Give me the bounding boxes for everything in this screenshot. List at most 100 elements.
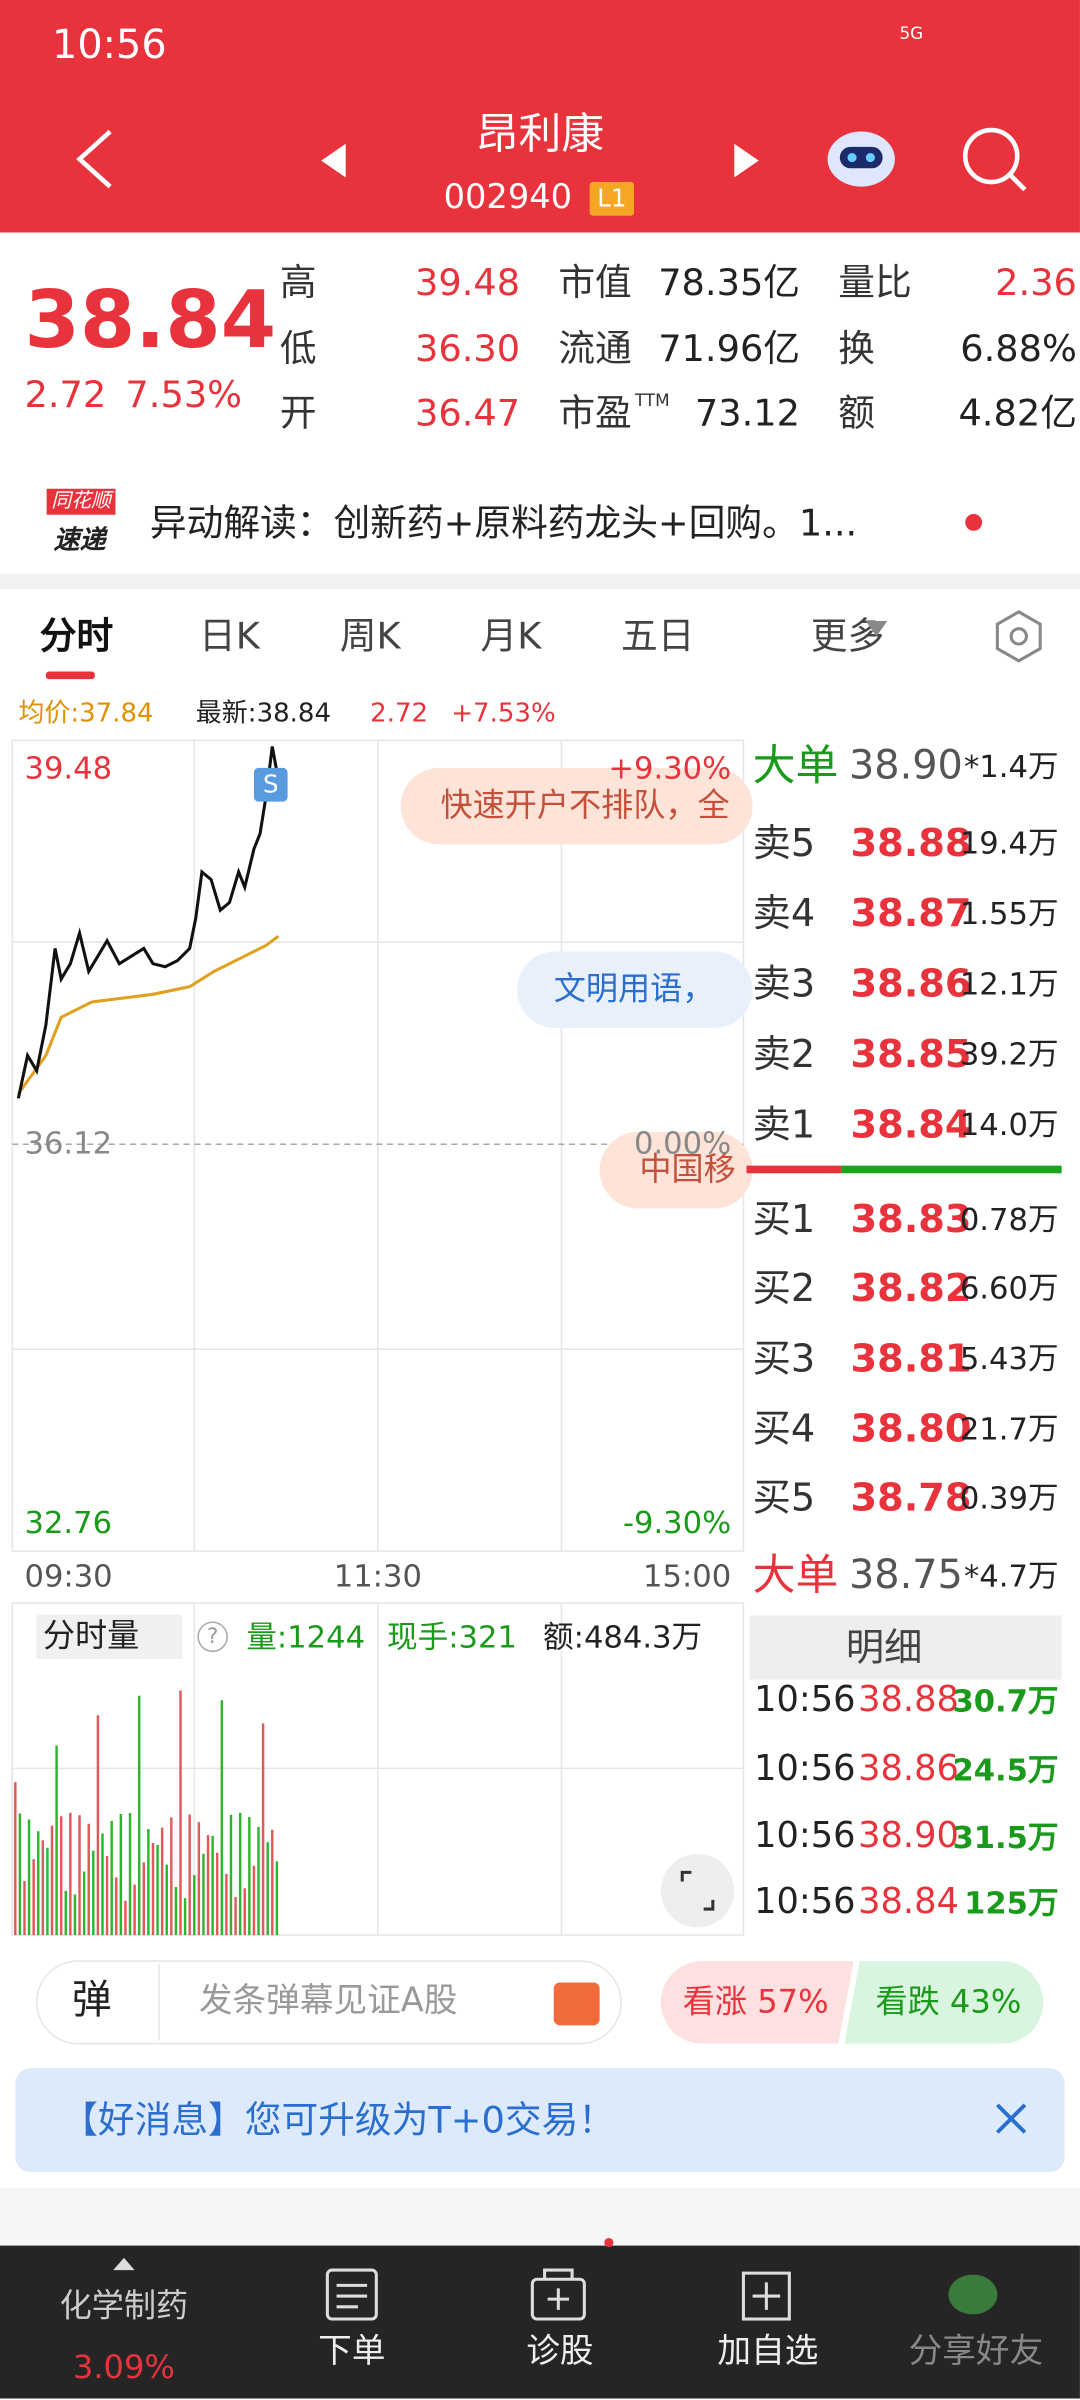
tab[interactable]: 五日 xyxy=(621,614,695,658)
danmu-bubble: 快速开户不排队，全 xyxy=(440,787,730,824)
back-icon[interactable] xyxy=(76,129,112,189)
stat-value: 71.96亿 xyxy=(658,327,801,371)
stat-label: 换 xyxy=(838,327,875,371)
ask-vol: 39.2万 xyxy=(959,1035,1059,1073)
hand: 现手:321 xyxy=(387,1618,517,1656)
stat-label: 流通 xyxy=(558,327,632,371)
stat-value: 36.47 xyxy=(414,391,521,435)
bid-label: 买5 xyxy=(752,1475,816,1520)
amount: 额:484.3万 xyxy=(543,1618,703,1656)
ask-price: 38.87 xyxy=(850,891,972,936)
vol: 量:1244 xyxy=(246,1618,366,1656)
bid-label: 买2 xyxy=(752,1265,816,1311)
dropdown-arrow xyxy=(865,621,888,647)
stat-value: 78.35亿 xyxy=(658,261,801,305)
ask-label: 卖1 xyxy=(752,1102,816,1147)
big-order-label: 大单 xyxy=(752,740,839,791)
banner-text[interactable]: 【好消息】您可升级为T+0交易！ xyxy=(61,2098,616,2142)
y-label: 32.76 xyxy=(24,1503,113,1541)
stat-value: 4.82亿 xyxy=(958,391,1077,435)
bid-label: 买4 xyxy=(752,1406,816,1451)
bid-price: 38.81 xyxy=(850,1336,972,1381)
volume-selector[interactable]: 分时量 xyxy=(36,1614,183,1659)
stat-label: 额 xyxy=(838,391,875,435)
badge: L1 xyxy=(589,182,635,216)
top-bar xyxy=(0,0,1080,233)
stat-sup: TTM xyxy=(634,390,670,411)
stock-name: 昂利康 xyxy=(475,108,605,160)
nav-item[interactable]: 加自选 xyxy=(717,2332,819,2372)
trade-time: 10:56 xyxy=(754,1680,856,1721)
pct: 7.53% xyxy=(125,373,243,417)
ask-price: 38.84 xyxy=(850,1102,972,1147)
network: 5G xyxy=(899,23,924,44)
stat-label: 市盈 xyxy=(558,391,632,435)
stat-label: 量比 xyxy=(838,261,912,305)
tab[interactable]: 日K xyxy=(199,614,260,658)
tab[interactable]: 月K xyxy=(480,614,542,658)
ask-label: 卖2 xyxy=(752,1031,816,1077)
big-order-vol: *1.4万 xyxy=(963,748,1059,785)
tab[interactable]: 周K xyxy=(339,614,401,658)
nav-sector-pct: 3.09% xyxy=(72,2348,175,2386)
stock-code: 002940 xyxy=(443,178,573,218)
big-order-vol: *4.7万 xyxy=(963,1557,1059,1594)
news-text[interactable]: 异动解读：创新药+原料药龙头+回购。1... xyxy=(149,501,858,545)
danmu-icon[interactable]: 弹 xyxy=(71,1977,112,2024)
detail-header[interactable]: 明细 xyxy=(845,1625,923,1670)
stat-value: 2.36 xyxy=(995,261,1077,305)
ask-vol: 1.55万 xyxy=(959,894,1059,932)
big-order-label: 大单 xyxy=(752,1549,839,1601)
nav-item[interactable]: 诊股 xyxy=(526,2332,594,2372)
nav-item[interactable]: 下单 xyxy=(318,2332,386,2372)
ask-label: 卖4 xyxy=(752,891,816,936)
dot xyxy=(965,513,983,531)
y-label: +9.30% xyxy=(608,749,732,787)
latest-price: 最新:38.84 xyxy=(195,698,332,729)
vote-down[interactable]: 看跌 43% xyxy=(875,1983,1022,2020)
bid-label: 买3 xyxy=(752,1336,816,1381)
bid-vol: 0.39万 xyxy=(959,1479,1059,1516)
nav-sector[interactable]: 化学制药 xyxy=(59,2287,189,2325)
ask-vol: 19.4万 xyxy=(959,824,1059,862)
search-icon[interactable] xyxy=(962,127,1020,185)
bid-vol: 5.43万 xyxy=(959,1340,1059,1377)
trade-time: 10:56 xyxy=(754,1816,856,1857)
tab[interactable]: 分时 xyxy=(39,614,114,658)
trade-price: 38.86 xyxy=(858,1749,959,1789)
y-label: 36.12 xyxy=(24,1124,113,1162)
bid-price: 38.78 xyxy=(850,1475,972,1520)
stat-label: 高 xyxy=(279,261,317,305)
trade-time: 10:56 xyxy=(754,1749,856,1789)
x-label: 09:30 xyxy=(24,1557,113,1594)
danmu-input[interactable]: 发条弹幕见证A股 xyxy=(198,1982,458,2021)
bid-price: 38.83 xyxy=(850,1196,972,1242)
bid-price: 38.80 xyxy=(850,1406,972,1451)
stat-value: 36.30 xyxy=(414,327,521,371)
vote-up[interactable]: 看涨 57% xyxy=(682,1983,829,2020)
danmu-bubble: 文明用语， xyxy=(553,970,715,1008)
bid-vol: 6.60万 xyxy=(959,1269,1059,1307)
danmu-bubble: 中国移 xyxy=(639,1151,736,1188)
news-logo: 同花顺 xyxy=(46,488,116,515)
stat-label: 开 xyxy=(279,391,317,435)
y-label: 39.48 xyxy=(24,749,113,787)
marker: S xyxy=(262,769,279,799)
big-order-price: 38.90 xyxy=(848,743,963,790)
trade-price: 38.84 xyxy=(858,1882,959,1923)
bid-vol: 0.78万 xyxy=(959,1200,1059,1238)
ask-price: 38.86 xyxy=(850,961,972,1006)
news-logo: 速递 xyxy=(53,525,106,557)
stat-label: 低 xyxy=(279,327,317,371)
price: 38.84 xyxy=(24,275,277,368)
bid-vol: 21.7万 xyxy=(959,1410,1059,1448)
stat-label: 市值 xyxy=(558,261,632,305)
big-order-price: 38.75 xyxy=(848,1552,963,1599)
trade-time: 10:56 xyxy=(754,1882,856,1923)
nav-item[interactable]: 分享好友 xyxy=(908,2332,1044,2372)
y-label: -9.30% xyxy=(622,1503,732,1541)
ask-label: 卖5 xyxy=(752,820,816,866)
trade-vol: 125万 xyxy=(964,1884,1059,1922)
